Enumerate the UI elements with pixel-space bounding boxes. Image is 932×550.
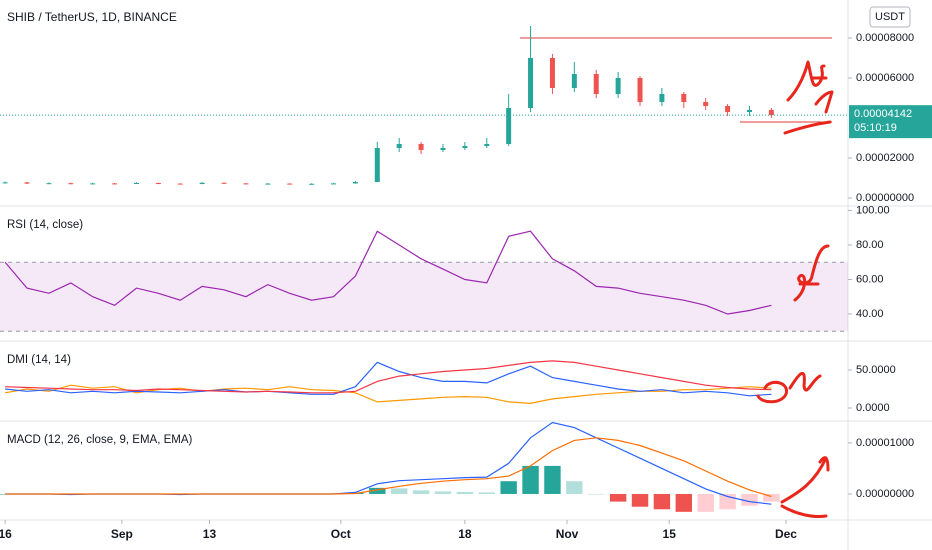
countdown-label: 05:10:19 <box>854 122 897 134</box>
x-tick-label: 16 <box>0 527 12 541</box>
histogram-bar <box>588 493 605 495</box>
candle-body <box>768 110 774 116</box>
candle-body <box>287 183 293 185</box>
series-line <box>4 230 772 315</box>
histogram-bar <box>609 493 627 502</box>
scribble <box>756 372 822 404</box>
candle-body <box>571 74 577 88</box>
y-tick-label: 0.00001000 <box>856 437 914 449</box>
candle-body <box>506 108 512 144</box>
candle-body <box>68 183 74 185</box>
scribble <box>783 120 832 135</box>
y-tick-label: 0.00006000 <box>856 72 914 84</box>
currency-label: USDT <box>875 11 905 23</box>
histogram-bar <box>566 481 583 494</box>
y-tick-label: 80.00 <box>856 239 884 251</box>
candle-body <box>484 144 490 146</box>
candle-body <box>199 182 205 184</box>
histogram-bar <box>653 493 671 510</box>
candle-body <box>155 183 161 184</box>
y-tick-label: 0.00002000 <box>856 152 914 164</box>
y-tick-label: 0.00008000 <box>856 32 914 44</box>
scribble <box>786 60 834 114</box>
x-tick-label: Dec <box>775 527 797 541</box>
candle-body <box>243 183 249 185</box>
scribble <box>793 244 830 302</box>
candle-body <box>309 183 315 185</box>
currency-button[interactable] <box>869 6 911 28</box>
y-tick-label: 0.00000000 <box>856 192 914 204</box>
candle-body <box>593 74 599 94</box>
x-tick-label: Sep <box>111 527 133 541</box>
histogram-bar <box>412 490 430 494</box>
histogram-bar <box>544 465 561 494</box>
candle-body <box>331 183 337 185</box>
x-tick-label: Oct <box>331 527 351 541</box>
x-tick-label: 13 <box>203 527 217 541</box>
scribble <box>780 456 830 518</box>
histogram-bar <box>697 493 714 512</box>
candle-body <box>681 94 687 102</box>
candle-body <box>440 148 446 150</box>
band-fill <box>0 262 848 332</box>
candle-body <box>746 110 752 112</box>
histogram-bar <box>369 487 386 494</box>
candle-body <box>637 78 643 102</box>
series-line <box>5 360 772 394</box>
histogram-bar <box>434 491 452 494</box>
y-tick-label: 40.00 <box>856 308 884 320</box>
last-price-label: 0.00004142 <box>854 108 912 120</box>
candle-body <box>46 183 52 185</box>
candle-body <box>133 183 139 184</box>
candle-body <box>265 183 271 185</box>
histogram-bar <box>522 465 539 494</box>
candle-body <box>418 144 424 150</box>
histogram-bar <box>631 493 649 507</box>
histogram-bar <box>500 481 517 494</box>
last-price-box <box>849 105 932 139</box>
x-tick-label: 15 <box>663 527 677 541</box>
pane-title: RSI (14, close) <box>7 219 83 231</box>
histogram-bar <box>763 493 780 502</box>
y-tick-label: 100.00 <box>856 204 890 216</box>
candle-body <box>24 182 30 184</box>
histogram-bar <box>456 491 474 494</box>
y-tick-label: 60.00 <box>856 273 884 285</box>
candle-body <box>374 148 380 182</box>
candle-body <box>615 78 621 94</box>
series-line <box>5 437 772 498</box>
candle-body <box>112 183 118 185</box>
y-tick-label: 50.0000 <box>856 364 896 376</box>
candle-body <box>528 58 534 108</box>
histogram-bar <box>478 492 495 494</box>
x-tick-label: 18 <box>458 527 472 541</box>
y-tick-label: 0.0000 <box>856 402 890 414</box>
candle-body <box>90 183 96 185</box>
candle-body <box>221 182 227 184</box>
histogram-bar <box>741 493 758 506</box>
candle-body <box>703 102 709 106</box>
candle-body <box>659 94 665 102</box>
candle-body <box>725 106 731 112</box>
candle-body <box>549 58 555 88</box>
candle-body <box>2 182 8 184</box>
series-line <box>5 361 772 397</box>
candle-body <box>396 144 402 148</box>
x-tick-label: Nov <box>556 527 579 541</box>
pane-title: SHIB / TetherUS, 1D, BINANCE <box>7 10 177 24</box>
pane-title: DMI (14, 14) <box>7 354 71 366</box>
y-tick-label: 0.00000000 <box>856 488 914 500</box>
histogram-bar <box>675 493 693 512</box>
candle-body <box>352 182 358 184</box>
histogram-bar <box>390 488 408 494</box>
pane-title: MACD (12, 26, close, 9, EMA, EMA) <box>7 434 193 446</box>
marks: 0.00000000 0.00002000 0.00006000 0.00008000… <box>0 10 932 541</box>
hand-annotations <box>756 60 834 518</box>
candle-body <box>462 146 468 148</box>
candle-body <box>177 183 183 185</box>
